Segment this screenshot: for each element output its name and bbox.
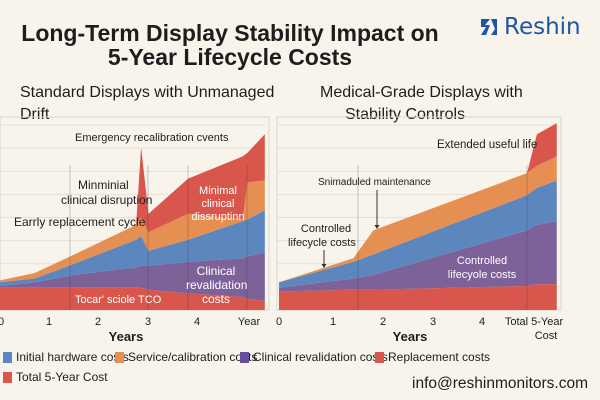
legend-label: Replacement costs bbox=[388, 350, 491, 364]
x-tick: 4 bbox=[478, 316, 486, 328]
x-tick: 0 bbox=[275, 316, 283, 328]
area-service bbox=[279, 156, 557, 283]
legend-item-hardware: Initial hardware costs bbox=[3, 350, 129, 364]
legend-label: Clinical revalidation costs bbox=[253, 350, 388, 364]
legend-swatch bbox=[240, 351, 249, 363]
area-replacement bbox=[0, 287, 265, 310]
annotation-controlled2-a: Controlled bbox=[456, 255, 508, 267]
right-x-axis-label: Years bbox=[392, 329, 428, 344]
legend-swatch bbox=[3, 371, 12, 383]
x-tick: 2 bbox=[94, 316, 102, 328]
annotation-controlled2-b: lifecyole costs bbox=[447, 269, 517, 281]
annotation-scheduled-maintenance: Snimaduled maintenance bbox=[318, 177, 431, 188]
reshin-logo-icon bbox=[481, 19, 497, 35]
x-tick: 1 bbox=[45, 316, 53, 328]
contact-email[interactable]: info@reshinmonitors.com bbox=[412, 375, 588, 392]
arrow-head-icon bbox=[321, 264, 327, 268]
legend-swatch bbox=[115, 351, 124, 363]
legend-label: Total 5-Year Cost bbox=[16, 370, 108, 384]
annotation-clinical-c: costs bbox=[201, 292, 230, 306]
annotation-early-replacement: Earrly replacement cycle bbox=[14, 215, 146, 229]
annotation-extended-life: Extended useful life bbox=[437, 139, 538, 151]
right-chart-title-line2: Stability Controls bbox=[345, 106, 466, 123]
area-total bbox=[0, 134, 265, 281]
annotation-clinical-a: Clinical bbox=[196, 264, 236, 278]
area-replacement bbox=[279, 284, 557, 310]
left-chart-title-line2: Drift bbox=[20, 106, 50, 123]
annotation-minimal2-a: Minimal bbox=[199, 185, 237, 197]
x-tick: Year bbox=[237, 316, 261, 328]
x-tick: Cost bbox=[534, 330, 558, 342]
legend-swatch bbox=[3, 351, 12, 363]
legend-label: Initial hardware costs bbox=[16, 350, 129, 364]
legend-label: Service/calibration costs bbox=[128, 350, 258, 364]
area-clinical bbox=[279, 221, 557, 292]
annotation-controlled1-b: lifecycle costs bbox=[288, 237, 356, 249]
page-title-line2: 5-Year Lifecycle Costs bbox=[107, 44, 353, 70]
brand-name: Reshin bbox=[504, 14, 581, 40]
annotation-clinical-b: revalidation bbox=[186, 278, 248, 292]
left-chart-title-line1: Standard Displays with Unmanaged bbox=[20, 84, 275, 101]
x-tick: 4 bbox=[193, 316, 201, 328]
annotation-minimal1-b: clinical disruption bbox=[61, 193, 153, 207]
legend-item-service: Service/calibration costs bbox=[115, 350, 257, 364]
x-tick: 2 bbox=[379, 316, 387, 328]
x-tick: 3 bbox=[429, 316, 437, 328]
x-tick: 3 bbox=[144, 316, 152, 328]
annotation-minimal2-c: dissruptinn bbox=[191, 211, 245, 223]
area-service bbox=[0, 180, 265, 283]
x-tick: Total 5-Year bbox=[504, 316, 564, 328]
area-hardware bbox=[279, 180, 557, 288]
x-tick: 1 bbox=[329, 316, 337, 328]
brand-logo: Reshin bbox=[480, 14, 581, 40]
annotation-controlled1-a: Controlled bbox=[300, 223, 352, 235]
legend-item-clinical: Clinical revalidation costs bbox=[240, 350, 388, 364]
x-tick: 0 bbox=[0, 316, 5, 328]
area-hardware bbox=[0, 210, 265, 286]
arrow-head-icon bbox=[374, 225, 380, 229]
annotation-emergency: Emergency recalibration cvents bbox=[75, 132, 229, 144]
legend-item-replacement: Replacement costs bbox=[375, 350, 490, 364]
legend-swatch bbox=[375, 351, 384, 363]
page-title-line1: Long-Term Display Stability Impact on bbox=[21, 20, 439, 46]
left-x-axis-label: Years bbox=[108, 329, 144, 344]
legend-item-total: Total 5-Year Cost bbox=[3, 370, 108, 384]
annotation-minimal1-a: Minminial bbox=[78, 178, 129, 192]
area-clinical bbox=[0, 252, 265, 301]
annotation-tco: Tocar' sciole TCO bbox=[75, 294, 162, 306]
right-chart-title-line1: Medical-Grade Displays with bbox=[320, 84, 523, 101]
annotation-minimal2-b: clinical bbox=[201, 198, 235, 210]
